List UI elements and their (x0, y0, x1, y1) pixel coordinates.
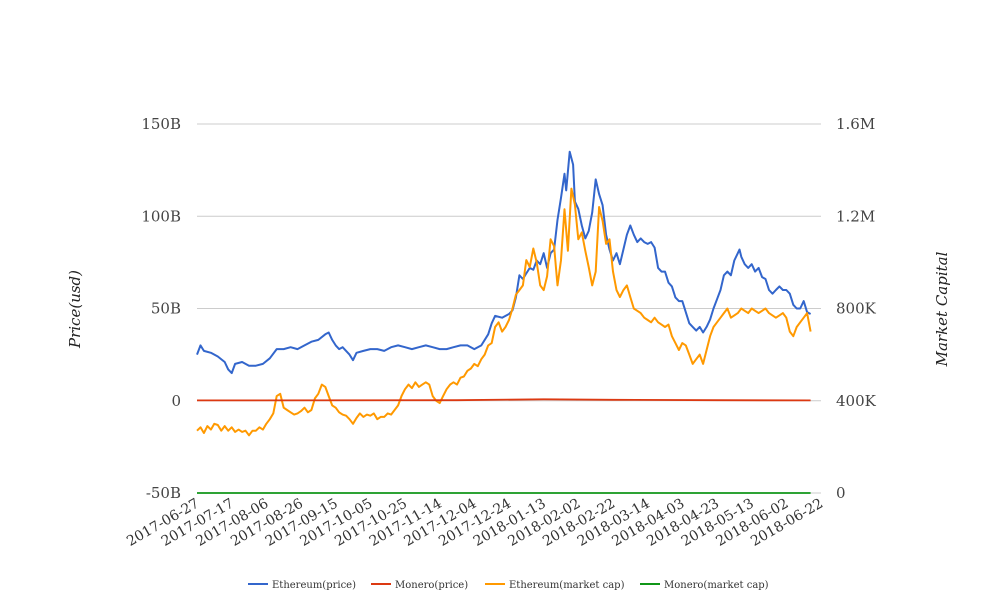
left-tick-label: -50B (146, 484, 181, 502)
legend-label: Monero(price) (395, 580, 468, 591)
right-axis-title: Market Capital (933, 251, 951, 367)
x-axis-ticks: 2017-06-272017-07-172017-08-062017-08-26… (124, 496, 826, 550)
legend-label: Ethereum(price) (272, 580, 356, 591)
left-tick-label: 100B (141, 207, 181, 225)
right-tick-label: 1.2M (836, 207, 875, 225)
left-tick-label: 50B (151, 300, 181, 318)
left-axis-ticks: 150B 100B 50B 0 -50B (141, 115, 181, 502)
series-line-ethereum-market-cap (196, 187, 812, 437)
right-tick-label: 800K (836, 300, 877, 318)
legend-label: Monero(market cap) (664, 580, 769, 591)
right-axis-ticks: 1.6M 1.2M 800K 400K 0 (836, 115, 877, 502)
series-line-ethereum-price (196, 150, 812, 375)
right-tick-label: 1.6M (836, 115, 875, 133)
right-tick-label: 400K (836, 392, 877, 410)
series-line-monero-price (196, 398, 811, 402)
left-axis-title: Price(usd) (66, 270, 84, 349)
legend: Ethereum(price) Monero(price) Ethereum(mar… (248, 580, 769, 591)
left-tick-label: 0 (171, 392, 181, 410)
right-tick-label: 0 (836, 484, 846, 502)
series-layer (196, 150, 812, 494)
left-tick-label: 150B (141, 115, 181, 133)
legend-label: Ethereum(market cap) (509, 580, 625, 591)
